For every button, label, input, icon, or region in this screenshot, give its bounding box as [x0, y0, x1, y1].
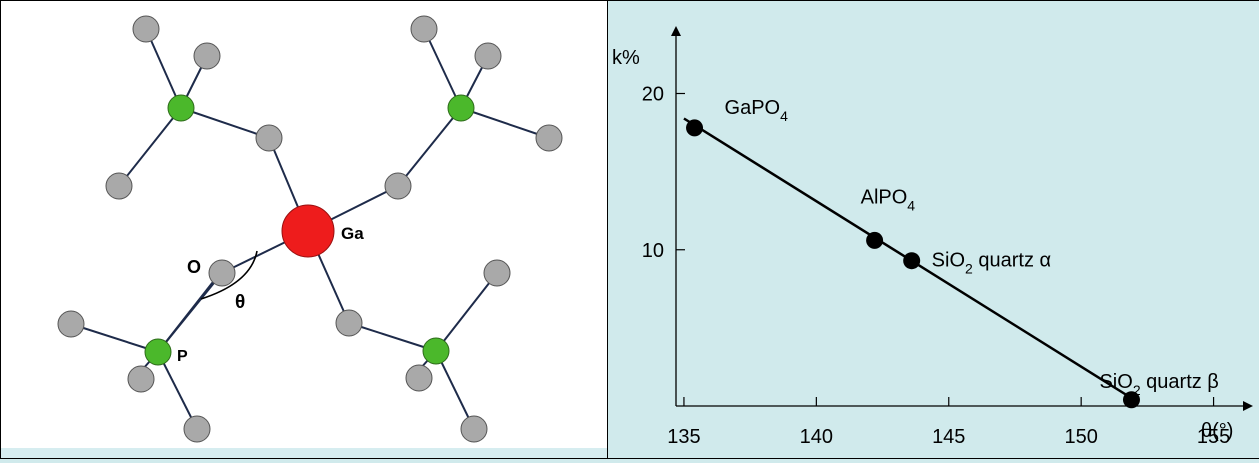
data-point: [686, 119, 704, 137]
oxygen-atom: [335, 309, 363, 337]
bond: [118, 107, 182, 187]
y-tick-label: 10: [642, 240, 664, 262]
data-point: [1122, 391, 1140, 409]
oxygen-atom: [193, 42, 221, 70]
oxygen-atom: [183, 415, 211, 443]
data-point: [903, 252, 921, 270]
phosphorus-atom: [447, 94, 475, 122]
data-point: [866, 231, 884, 249]
oxygen-atom: [255, 124, 283, 152]
phosphorus-atom: [422, 337, 450, 365]
bond: [70, 323, 159, 353]
oxygen-atom: [57, 310, 85, 338]
bond: [460, 107, 550, 139]
x-tick-label: 140: [800, 426, 833, 448]
x-axis-label: θ(°): [1201, 420, 1233, 442]
data-point-label: SiO2 quartz α: [932, 250, 1051, 277]
x-tick-label: 155: [1197, 426, 1230, 448]
data-points: [686, 119, 1140, 409]
crystal-structure-diagram: O θ Ga P: [57, 15, 563, 443]
bond: [397, 107, 462, 187]
x-tick-label: 145: [932, 426, 965, 448]
gallium-label: Ga: [341, 224, 364, 243]
chart-panel: k% θ(°) 135 140 145 150 155 10 20 GaPO4 AlPO4 S…: [608, 0, 1259, 459]
bond: [157, 351, 198, 430]
x-tick-label: 135: [667, 426, 700, 448]
bond: [348, 322, 437, 352]
oxygen-atom: [132, 15, 160, 43]
bond: [180, 107, 270, 139]
gallium-atom: [281, 204, 335, 258]
angle-arc: [200, 250, 258, 300]
oxygen-label: O: [187, 257, 201, 277]
data-point-label: SiO2 quartz β: [1099, 371, 1218, 398]
bond: [423, 28, 462, 109]
oxygen-atom: [535, 124, 563, 152]
oxygen-atom: [105, 172, 133, 200]
oxygen-atom: [474, 42, 502, 70]
panel-bottom-strip: [1, 448, 607, 458]
oxygen-atom: [410, 15, 438, 43]
bond: [145, 28, 182, 109]
oxygen-atom: [405, 364, 433, 392]
y-axis-label: k%: [612, 47, 640, 69]
y-tick-label: 20: [642, 84, 664, 106]
data-point-label: GaPO4: [725, 97, 789, 124]
phosphorus-atoms: [144, 94, 475, 366]
oxygen-atom: [460, 415, 488, 443]
data-point-label: AlPO4: [861, 186, 916, 213]
phosphorus-label: P: [177, 348, 188, 365]
oxygen-atoms: [57, 15, 563, 443]
x-ticks: 135 140 145 150 155: [667, 397, 1230, 448]
oxygen-atom: [483, 259, 511, 287]
phosphorus-atom: [167, 94, 195, 122]
oxygen-atom: [208, 259, 236, 287]
phosphorus-atom: [144, 338, 172, 366]
theta-angle-label: θ: [235, 292, 245, 313]
y-ticks: 10 20: [642, 84, 685, 262]
crystal-structure-panel: O θ Ga P: [0, 0, 608, 459]
bond: [435, 350, 475, 430]
oxygen-atom: [127, 365, 155, 393]
oxygen-atom: [384, 172, 412, 200]
bond: [157, 272, 221, 353]
x-tick-label: 150: [1064, 426, 1097, 448]
k-vs-theta-chart: k% θ(°) 135 140 145 150 155 10 20 GaPO4 AlPO4 S…: [612, 26, 1253, 448]
data-point-labels: GaPO4 AlPO4 SiO2 quartz α SiO2 quartz β: [725, 97, 1219, 398]
bond: [435, 272, 498, 352]
